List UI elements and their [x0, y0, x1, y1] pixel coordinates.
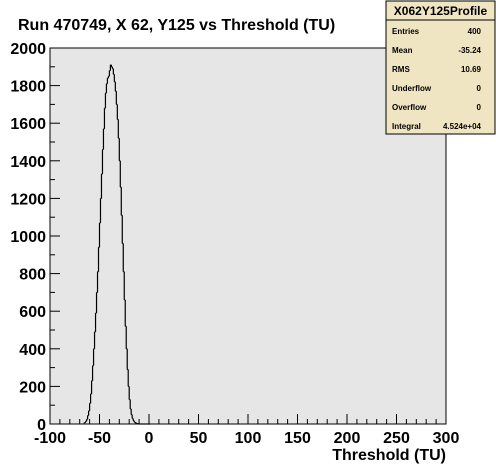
stats-box-frame [385, 0, 496, 135]
axes [49, 47, 447, 425]
y-tick-label: 1800 [10, 79, 46, 96]
stats-row-value: 10.69 [461, 65, 482, 74]
stats-row-label: Mean [392, 46, 413, 55]
y-tick-label: 1200 [10, 191, 46, 208]
y-tick-label: 2000 [10, 41, 46, 58]
histogram-bins [83, 64, 150, 425]
x-tick-label: 0 [145, 430, 154, 447]
stats-row-label: Entries [392, 27, 420, 36]
y-tick-label: 0 [37, 417, 46, 434]
stats-row-label: Integral [392, 122, 421, 131]
x-axis-label: Threshold (TU) [332, 447, 446, 464]
y-tick-label: 1000 [10, 229, 46, 246]
stats-box-title: X062Y125Profile [394, 4, 488, 18]
x-tick-label: -100 [34, 430, 66, 447]
x-tick-label: 300 [433, 430, 460, 447]
x-tick-labels: -100 -50 0 50 100 150 200 250 300 [34, 430, 459, 447]
y-tick-labels: 0 200 400 600 800 1000 1200 1400 1600 1800 2000 [10, 41, 46, 434]
stats-row-value: 4.524e+04 [443, 122, 482, 131]
stats-row-value: 400 [468, 27, 482, 36]
stats-row-value: 0 [477, 103, 482, 112]
y-tick-label: 1400 [10, 154, 46, 171]
plot-area [49, 47, 447, 425]
y-tick-label: 600 [19, 304, 46, 321]
x-tick-label: -50 [88, 430, 111, 447]
stats-row-value: -35.24 [458, 46, 481, 55]
y-tick-label: 200 [19, 379, 46, 396]
stats-box: X062Y125Profile Entries 400 Mean -35.24 RMS 1… [385, 0, 496, 135]
x-tick-label: 200 [334, 430, 361, 447]
stats-row-label: RMS [392, 65, 410, 74]
stats-row-label: Underflow [392, 84, 432, 93]
x-tick-label: 250 [383, 430, 410, 447]
y-tick-label: 800 [19, 267, 46, 284]
y-tick-label: 400 [19, 342, 46, 359]
x-tick-label: 150 [284, 430, 311, 447]
stats-row-label: Overflow [392, 103, 427, 112]
x-tick-label: 50 [190, 430, 208, 447]
x-tick-label: 100 [235, 430, 262, 447]
stats-rows: Entries 400 Mean -35.24 RMS 10.69 Underflow 0 Ov… [392, 27, 482, 131]
stats-row-value: 0 [477, 84, 482, 93]
chart-title: Run 470749, X 62, Y125 vs Threshold (TU) [18, 17, 335, 34]
y-tick-label: 1600 [10, 116, 46, 133]
